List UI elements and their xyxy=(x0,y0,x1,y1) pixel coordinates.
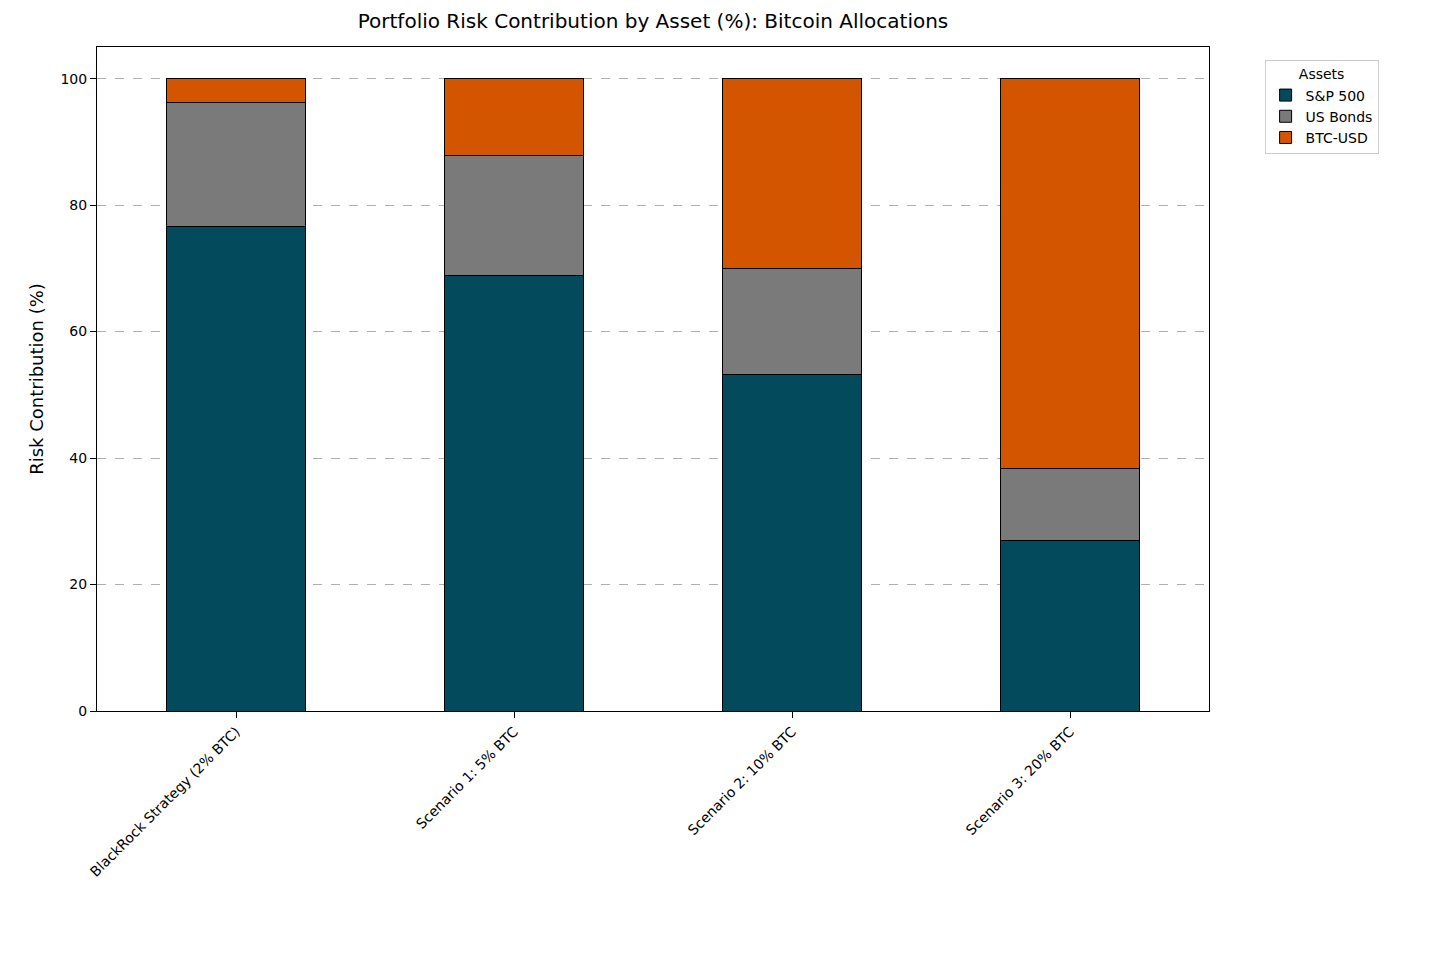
svg-text:20: 20 xyxy=(69,576,87,592)
svg-text:Assets: Assets xyxy=(1299,66,1345,82)
svg-text:BTC-USD: BTC-USD xyxy=(1306,130,1368,146)
svg-text:100: 100 xyxy=(60,71,87,87)
svg-text:80: 80 xyxy=(69,197,87,213)
svg-text:BlackRock Strategy (2% BTC): BlackRock Strategy (2% BTC) xyxy=(87,724,243,880)
svg-text:40: 40 xyxy=(69,450,87,466)
svg-text:0: 0 xyxy=(78,703,87,719)
svg-text:Scenario 2: 10% BTC: Scenario 2: 10% BTC xyxy=(684,723,799,838)
svg-text:S&P 500: S&P 500 xyxy=(1306,88,1365,104)
svg-text:60: 60 xyxy=(69,323,87,339)
svg-text:Risk Contribution (%): Risk Contribution (%) xyxy=(26,283,47,475)
svg-text:Scenario 1: 5% BTC: Scenario 1: 5% BTC xyxy=(413,723,521,831)
svg-text:US Bonds: US Bonds xyxy=(1306,109,1373,125)
svg-text:Scenario 3: 20% BTC: Scenario 3: 20% BTC xyxy=(962,723,1077,838)
svg-text:Portfolio Risk Contribution by: Portfolio Risk Contribution by Asset (%)… xyxy=(358,9,949,33)
